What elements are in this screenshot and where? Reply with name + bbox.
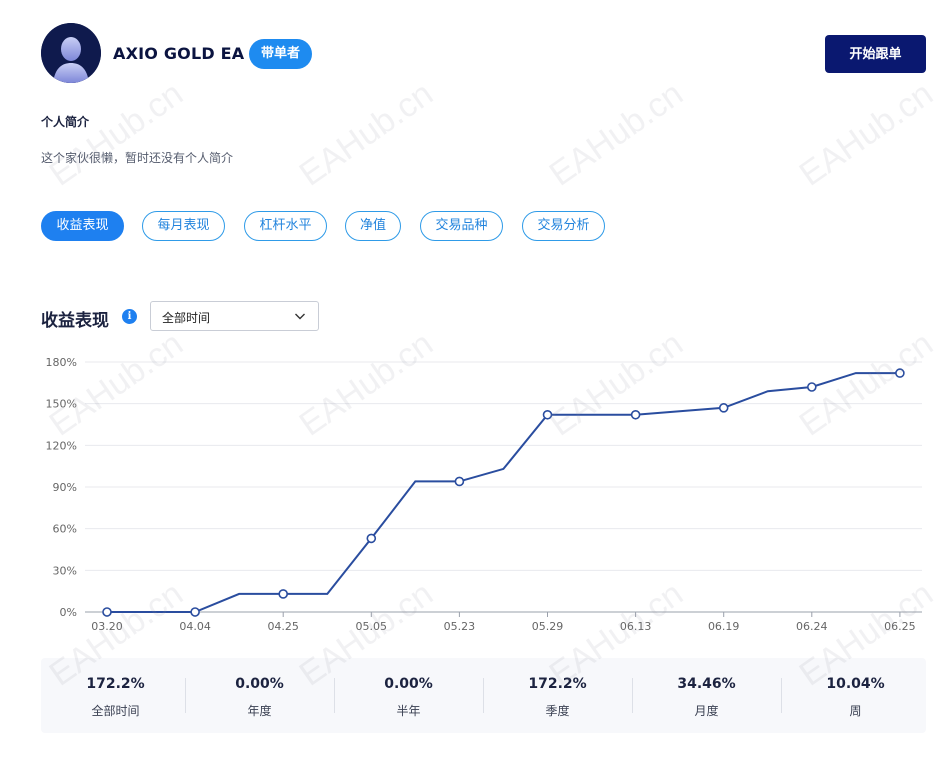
x-tick-label: 04.04 xyxy=(179,620,211,633)
stat-value: 0.00% xyxy=(235,676,284,692)
data-point[interactable] xyxy=(630,409,641,420)
tab-trade-analysis[interactable]: 交易分析 xyxy=(522,211,605,241)
tab-equity[interactable]: 净值 xyxy=(345,211,401,241)
data-point[interactable] xyxy=(542,409,553,420)
info-icon[interactable]: i xyxy=(122,309,137,324)
y-tick-label: 30% xyxy=(53,564,77,577)
data-point[interactable] xyxy=(806,382,817,392)
watermark: EAHub.cn xyxy=(292,74,440,194)
y-tick-label: 120% xyxy=(46,439,77,452)
stat-monthly: 34.46% 月度 xyxy=(632,658,781,733)
stat-value: 0.00% xyxy=(384,676,433,692)
time-range-value: 全部时间 xyxy=(162,311,211,325)
user-silhouette-icon xyxy=(41,23,101,83)
data-point[interactable] xyxy=(190,607,200,617)
stat-value: 10.04% xyxy=(826,676,885,692)
y-tick-label: 150% xyxy=(46,398,77,411)
stat-weekly: 10.04% 周 xyxy=(781,658,930,733)
data-point[interactable] xyxy=(102,607,112,617)
bio-title: 个人简介 xyxy=(41,115,90,129)
watermark: EAHub.cn xyxy=(42,74,190,194)
data-point[interactable] xyxy=(895,368,905,378)
x-tick-label: 06.19 xyxy=(708,620,740,633)
y-tick-label: 60% xyxy=(53,523,77,536)
tab-instruments[interactable]: 交易品种 xyxy=(420,211,503,241)
y-tick-label: 90% xyxy=(53,481,77,494)
stat-label: 全部时间 xyxy=(91,704,140,718)
series-line xyxy=(107,372,900,613)
tab-returns[interactable]: 收益表现 xyxy=(41,211,124,241)
returns-line-chart: 0% 30% 60% 90% 120% 150% 180% 03.20 04.04 04.25 0… xyxy=(46,356,922,633)
stat-label: 季度 xyxy=(545,704,570,718)
stat-divider xyxy=(781,678,782,713)
x-tick-label: 05.29 xyxy=(532,620,564,633)
chevron-down-icon xyxy=(295,313,305,320)
stat-half-year: 0.00% 半年 xyxy=(334,658,483,733)
data-point[interactable] xyxy=(454,476,465,487)
stat-all-time: 172.2% 全部时间 xyxy=(41,658,190,733)
trader-name: AXIO GOLD EA xyxy=(113,44,245,63)
x-tick-label: 05.05 xyxy=(356,620,388,633)
stat-label: 月度 xyxy=(694,704,719,718)
tab-monthly[interactable]: 每月表现 xyxy=(142,211,225,241)
time-range-select[interactable]: 全部时间 xyxy=(150,301,319,331)
role-badge: 带单者 xyxy=(249,39,313,69)
stat-divider xyxy=(185,678,186,713)
stat-value: 172.2% xyxy=(86,676,145,692)
data-point[interactable] xyxy=(366,533,377,544)
avatar[interactable] xyxy=(41,23,101,83)
watermark: EAHub.cn xyxy=(542,74,690,194)
x-tick-label: 06.25 xyxy=(884,620,916,633)
stat-value: 172.2% xyxy=(528,676,587,692)
start-copy-trading-button[interactable]: 开始跟单 xyxy=(825,35,926,73)
stat-divider xyxy=(334,678,335,713)
data-point[interactable] xyxy=(718,403,729,413)
stat-divider xyxy=(632,678,633,713)
stat-yearly: 0.00% 年度 xyxy=(185,658,334,733)
section-title: 收益表现 xyxy=(41,311,109,331)
x-tick-label: 06.13 xyxy=(620,620,652,633)
stat-label: 周 xyxy=(849,704,862,718)
y-tick-label: 180% xyxy=(46,356,77,369)
x-tick-label: 03.20 xyxy=(91,620,123,633)
tab-leverage[interactable]: 杠杆水平 xyxy=(244,211,327,241)
x-tick-label: 05.23 xyxy=(444,620,476,633)
stat-label: 半年 xyxy=(396,704,421,718)
stat-quarterly: 172.2% 季度 xyxy=(483,658,632,733)
stat-label: 年度 xyxy=(247,704,272,718)
watermark: EAHub.cn xyxy=(792,74,940,194)
x-tick-label: 06.24 xyxy=(796,620,828,633)
y-tick-label: 0% xyxy=(60,606,77,619)
stat-value: 34.46% xyxy=(677,676,736,692)
stat-divider xyxy=(483,678,484,713)
x-tick-label: 04.25 xyxy=(267,620,299,633)
bio-text: 这个家伙很懒，暂时还没有个人简介 xyxy=(41,151,234,165)
data-point[interactable] xyxy=(278,589,289,599)
stats-panel: 172.2% 全部时间 0.00% 年度 0.00% 半年 172.2% 季度 … xyxy=(41,658,926,733)
